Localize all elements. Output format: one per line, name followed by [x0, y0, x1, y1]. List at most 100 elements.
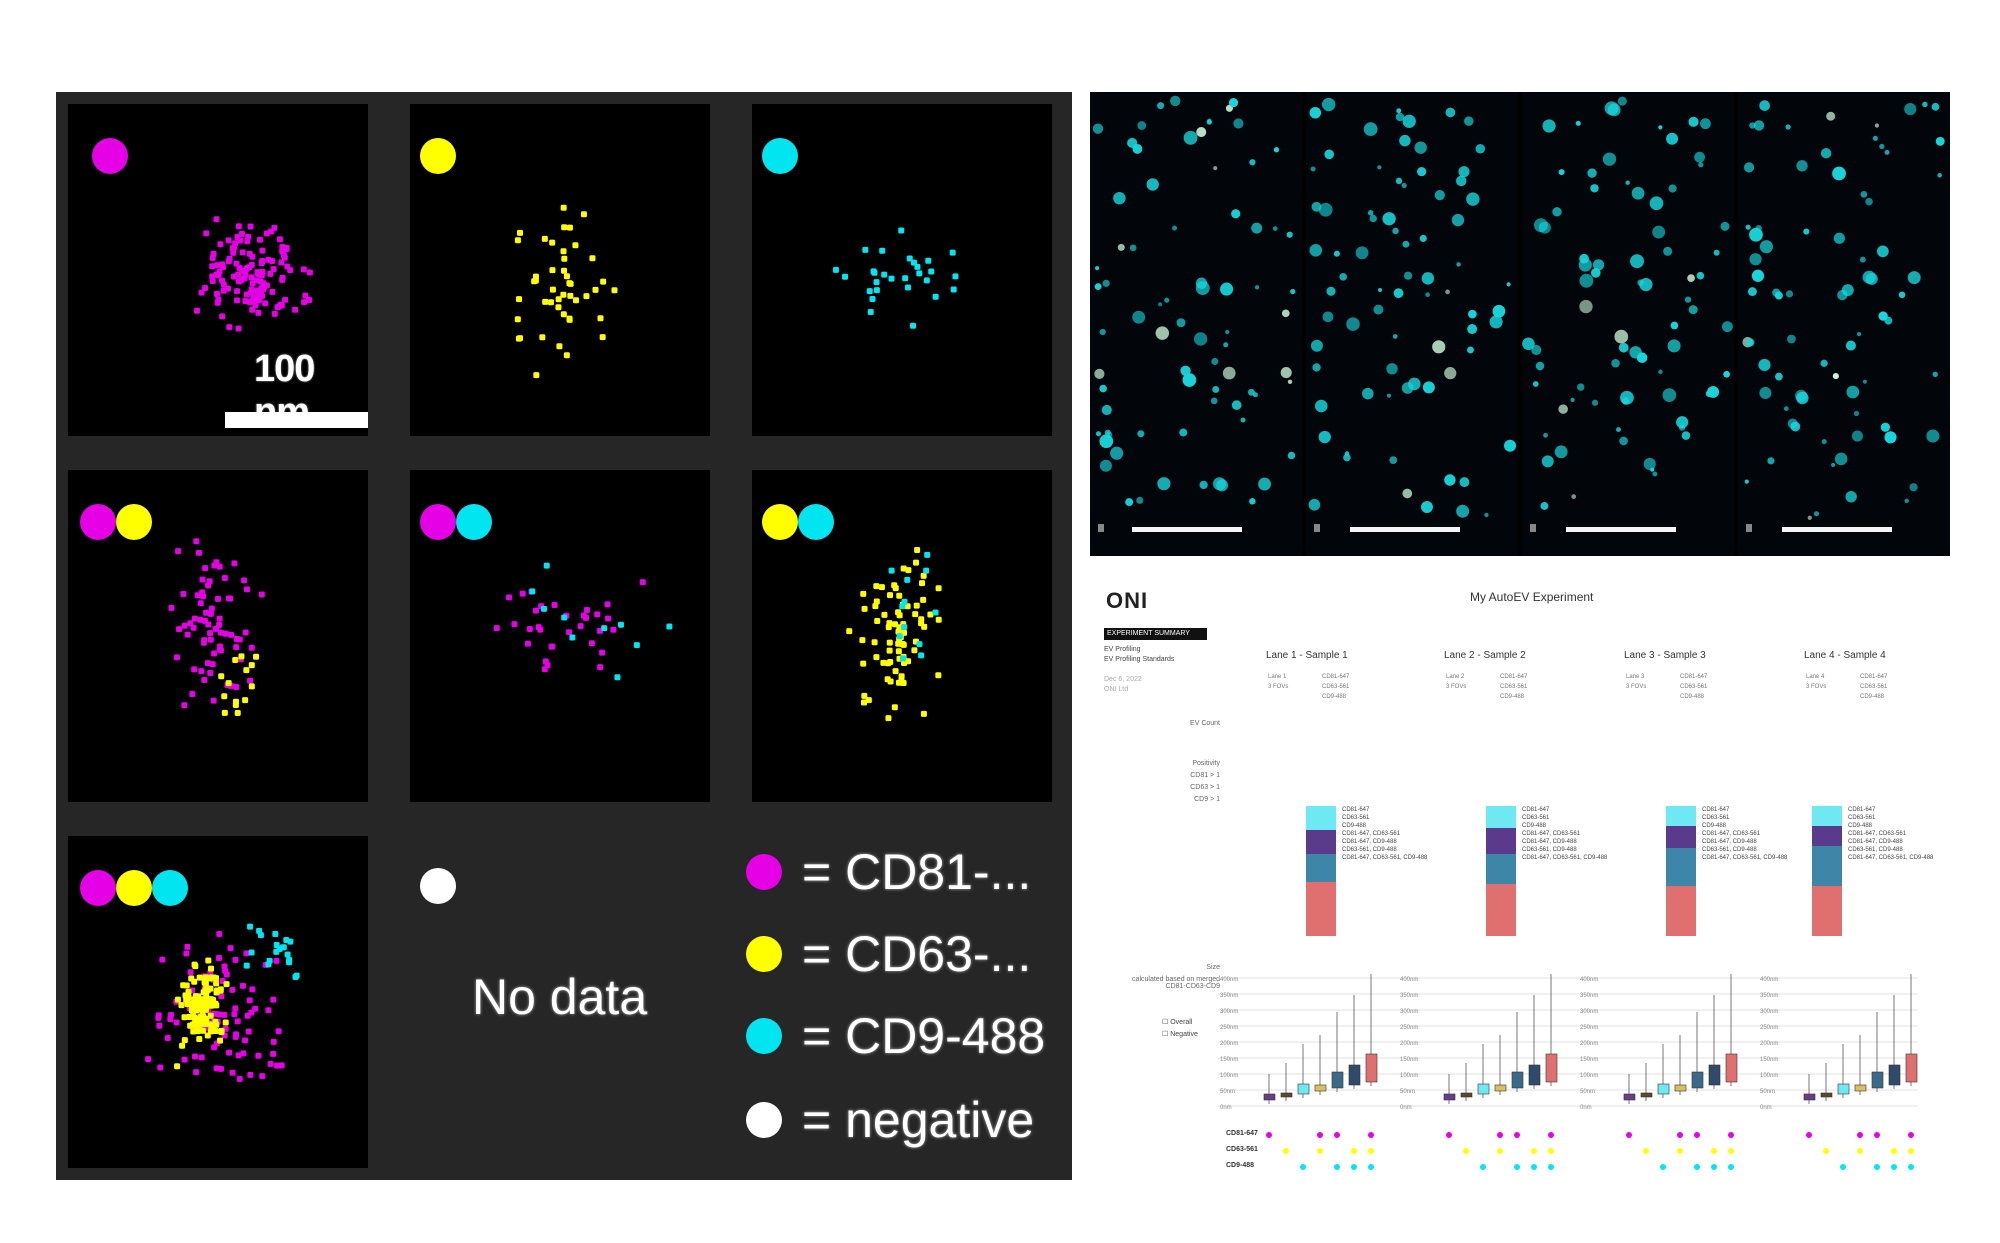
localization-point — [216, 621, 223, 628]
fluorescent-spot — [1845, 340, 1856, 351]
fluorescent-spot — [1862, 379, 1867, 384]
localization-point — [913, 559, 920, 566]
fluorescent-spot — [1231, 400, 1242, 410]
localization-point — [193, 307, 200, 314]
localization-point — [563, 273, 570, 280]
localization-point — [213, 559, 220, 566]
fluorescent-spot — [1879, 143, 1885, 150]
fluorescent-spot — [1785, 290, 1794, 298]
fluorescent-spot — [1311, 201, 1322, 212]
localization-point — [193, 1069, 200, 1076]
localization-point — [221, 693, 228, 700]
localization-point — [599, 649, 606, 656]
fluorescent-spot — [1616, 427, 1621, 433]
scale-tick — [1314, 524, 1320, 532]
localization-point — [532, 607, 539, 614]
positivity-stack-bar — [1486, 806, 1516, 936]
localization-point — [873, 654, 880, 661]
checkbox-overall[interactable]: ☐ Overall — [1162, 1019, 1193, 1026]
microscopy-panel — [1090, 92, 1950, 556]
fluorescent-spot — [1834, 452, 1848, 466]
localization-point — [184, 943, 191, 950]
localization-point — [909, 322, 916, 329]
fluorescent-spot — [1667, 339, 1681, 353]
localization-point — [244, 238, 251, 245]
localization-point — [605, 615, 612, 622]
localization-point — [181, 1056, 188, 1063]
fluorescent-spot — [1578, 258, 1592, 272]
localization-point — [896, 592, 903, 599]
fluorescent-spot — [1720, 221, 1730, 231]
fluorescent-spot — [1211, 357, 1219, 365]
lane-label: Lane 3 — [1626, 674, 1645, 680]
legend-label: = CD9-488 — [802, 1008, 1046, 1064]
localization-point — [273, 948, 280, 955]
fluorescent-spot — [1749, 122, 1756, 129]
fluorescent-spot — [1179, 428, 1188, 437]
localization-point — [241, 577, 248, 584]
localization-point — [180, 590, 187, 597]
lane-label: Lane 4 — [1806, 674, 1825, 680]
localization-point — [191, 615, 198, 622]
size-tick-label: 350nm — [1220, 993, 1238, 999]
fluorescent-spot — [1287, 451, 1296, 460]
boxplot-box — [1528, 1064, 1541, 1086]
localization-point — [248, 274, 255, 281]
marker-matrix-dot — [1368, 1132, 1374, 1138]
checkbox-negative[interactable]: ☐ Negative — [1162, 1031, 1198, 1038]
localization-point — [243, 962, 250, 969]
localization-point — [896, 612, 903, 619]
fluorescent-spot — [1625, 180, 1630, 185]
localization-point — [200, 593, 207, 600]
fluorescent-spot — [1125, 498, 1134, 507]
cell-cd9 — [752, 104, 1052, 436]
size-tick-label: 250nm — [1220, 1025, 1238, 1031]
localization-point — [213, 290, 220, 297]
fluorescent-spot — [1396, 108, 1402, 114]
localization-point — [246, 997, 253, 1004]
marker-matrix-dot — [1531, 1164, 1537, 1170]
fluorescent-spot — [1554, 445, 1568, 459]
row-marker-label: CD9-488 — [1226, 1162, 1255, 1169]
fluorescent-spot — [1136, 496, 1144, 504]
localization-point — [901, 598, 908, 605]
fluorescent-spot — [1459, 477, 1470, 488]
fluorescent-spot — [1904, 498, 1909, 504]
fluorescent-spot — [1862, 270, 1876, 284]
localization-point — [226, 1049, 233, 1056]
localization-point — [567, 280, 574, 287]
localization-point — [914, 547, 921, 554]
localization-point — [248, 662, 255, 669]
fluorescent-spot — [1649, 196, 1664, 211]
localization-point — [248, 949, 255, 956]
fluorescent-spot — [1853, 410, 1860, 417]
fluorescent-spot — [1558, 169, 1565, 176]
marker-matrix-dot — [1660, 1164, 1666, 1170]
fluorescent-spot — [1445, 107, 1456, 118]
marker-label: CD9-488 — [1500, 694, 1525, 700]
fov-label: 3 FOVs — [1806, 684, 1827, 690]
fluorescent-spot — [1324, 149, 1335, 160]
legend-label: = CD81-... — [802, 844, 1032, 900]
size-tick-label: 50nm — [1760, 1089, 1775, 1095]
fluorescent-spot — [1874, 123, 1880, 128]
localization-point — [262, 300, 269, 307]
fluorescent-spot — [1092, 123, 1104, 134]
localization-point — [232, 1033, 239, 1040]
marker-matrix-dot — [1548, 1132, 1554, 1138]
localization-point — [273, 942, 280, 949]
fluorescent-spot — [1467, 346, 1474, 354]
fluorescent-spot — [1652, 225, 1666, 239]
localization-point — [282, 296, 289, 303]
fluorescent-spot — [1110, 446, 1124, 460]
size-tick-label: 300nm — [1760, 1009, 1778, 1015]
localization-point — [270, 266, 277, 273]
localization-point — [202, 1021, 209, 1028]
lane-label: Lane 1 — [1268, 674, 1287, 680]
marker-matrix-dot — [1514, 1164, 1520, 1170]
localization-point — [549, 267, 556, 274]
localization-point — [178, 1002, 185, 1009]
localization-point — [220, 287, 227, 294]
localization-point — [257, 278, 264, 285]
localization-point — [918, 616, 925, 623]
